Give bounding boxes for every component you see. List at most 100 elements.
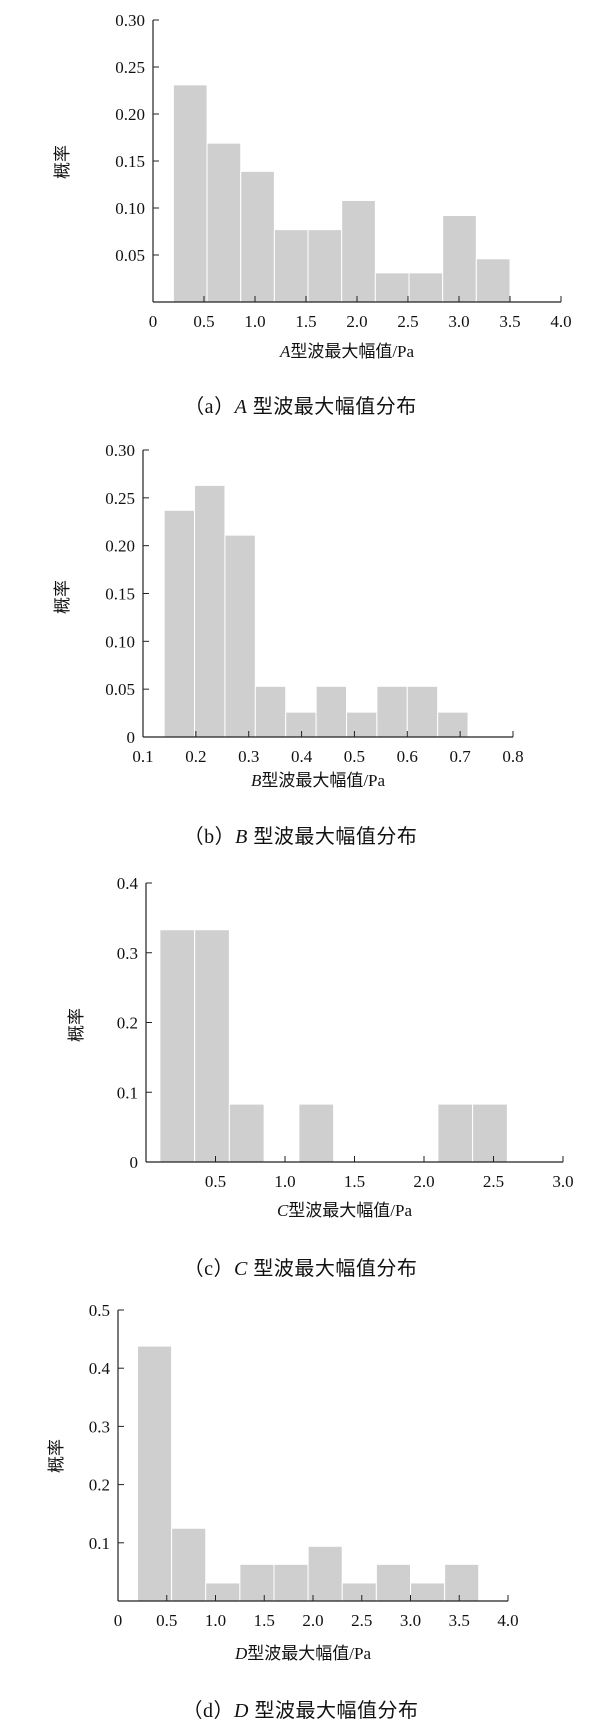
y-tick-label-b-4: 0.20 — [105, 537, 135, 556]
bar-a-8 — [442, 215, 477, 303]
x-axis-label-a: A型波最大幅值/Pa — [279, 342, 415, 361]
x-tick-label-a-5: 2.5 — [397, 312, 418, 331]
x-tick-label-b-7: 0.8 — [502, 747, 523, 766]
caption-b-suffix: 型波最大幅值分布 — [247, 826, 418, 848]
bar-b-5 — [315, 685, 348, 738]
x-tick-label-a-4: 2.0 — [346, 312, 367, 331]
bar-d-4 — [273, 1563, 309, 1602]
x-tick-label-d-5: 2.5 — [351, 1611, 372, 1630]
caption-d-suffix: 型波最大幅值分布 — [248, 1700, 419, 1722]
bar-d-6 — [341, 1582, 377, 1602]
bar-d-5 — [307, 1545, 343, 1602]
bar-a-3 — [273, 229, 309, 303]
y-axis-label-a: 概率 — [53, 145, 72, 179]
x-tick-label-c-5: 3.0 — [552, 1172, 573, 1191]
y-tick-label-b-6: 0.30 — [105, 441, 135, 460]
x-tick-label-d-2: 1.0 — [205, 1611, 226, 1630]
x-tick-label-c-1: 1.0 — [274, 1172, 295, 1191]
bar-d-8 — [410, 1582, 446, 1602]
y-tick-label-d-0: 0.1 — [89, 1534, 110, 1553]
bar-a-0 — [172, 84, 208, 303]
caption-c-prefix: （c） — [183, 1258, 235, 1280]
y-tick-label-b-0: 0 — [127, 728, 136, 747]
y-tick-label-c-3: 0.3 — [117, 944, 138, 963]
x-tick-label-c-4: 2.5 — [483, 1172, 504, 1191]
bar-b-9 — [437, 711, 469, 738]
chart-a-svg: 0 0.5 1.0 1.5 2.0 2.5 3.0 3.5 4.0 0.05 0.10 0.15 0.2… — [53, 11, 572, 361]
x-tick-label-a-2: 1.0 — [244, 312, 265, 331]
y-tick-label-b-5: 0.25 — [105, 489, 135, 508]
y-tick-label-d-4: 0.5 — [89, 1301, 110, 1320]
y-tick-label-d-1: 0.2 — [89, 1476, 110, 1495]
x-tick-label-a-0: 0 — [149, 312, 158, 331]
bar-c-4 — [298, 1103, 335, 1163]
x-tick-label-b-6: 0.7 — [450, 747, 472, 766]
y-tick-label-b-2: 0.10 — [105, 632, 135, 651]
bar-d-7 — [375, 1563, 411, 1602]
caption-b: （b）B 型波最大幅值分布 — [0, 820, 601, 849]
chart-panel-d: 0 0.5 1.0 1.5 2.0 2.5 3.0 3.5 4.0 0.1 0.2 0.3 0.4 0.5… — [0, 1290, 601, 1730]
caption-c-letter: C — [234, 1258, 248, 1280]
y-tick-label-c-0: 0 — [130, 1153, 139, 1172]
bar-b-1 — [194, 484, 226, 738]
x-tick-label-b-2: 0.3 — [238, 747, 259, 766]
bar-b-6 — [346, 711, 378, 738]
caption-d-prefix: （d） — [182, 1700, 235, 1722]
bar-c-1 — [194, 929, 230, 1163]
bar-c-0 — [159, 929, 196, 1163]
x-tick-label-d-4: 2.0 — [302, 1611, 323, 1630]
caption-c-suffix: 型波最大幅值分布 — [247, 1258, 418, 1280]
chart-c-svg: 0.5 1.0 1.5 2.0 2.5 3.0 0 0.1 0.2 0.3 0.4 C型波最大幅值/P… — [67, 874, 574, 1220]
y-tick-label-a-1: 0.10 — [115, 199, 145, 218]
y-tick-label-d-2: 0.3 — [89, 1417, 110, 1436]
x-tick-label-d-6: 3.0 — [400, 1611, 421, 1630]
y-tick-label-d-3: 0.4 — [89, 1359, 111, 1378]
y-tick-label-a-0: 0.05 — [115, 246, 145, 265]
caption-c: （c）C 型波最大幅值分布 — [0, 1252, 601, 1281]
x-tick-label-a-1: 0.5 — [193, 312, 214, 331]
bar-b-8 — [406, 685, 439, 738]
y-tick-label-c-2: 0.2 — [117, 1014, 138, 1033]
y-axis-label-d: 概率 — [47, 1439, 66, 1473]
caption-d: （d）D 型波最大幅值分布 — [0, 1694, 601, 1723]
bar-d-9 — [444, 1563, 480, 1602]
chart-panel-c: 0.5 1.0 1.5 2.0 2.5 3.0 0 0.1 0.2 0.3 0.4 C型波最大幅值/P… — [0, 860, 601, 1290]
bar-c-2 — [228, 1103, 265, 1163]
bar-b-7 — [376, 685, 408, 738]
bar-a-6 — [374, 272, 410, 303]
y-tick-label-a-2: 0.15 — [115, 152, 145, 171]
caption-d-letter: D — [234, 1700, 249, 1722]
y-tick-label-b-3: 0.15 — [105, 585, 135, 604]
x-tick-label-d-0: 0 — [114, 1611, 123, 1630]
y-tick-label-b-1: 0.05 — [105, 680, 135, 699]
bar-a-2 — [240, 170, 275, 303]
y-tick-label-a-4: 0.25 — [115, 58, 145, 77]
bar-a-9 — [475, 258, 511, 303]
caption-a-prefix: （a） — [184, 396, 235, 418]
x-tick-label-a-6: 3.0 — [448, 312, 469, 331]
y-tick-label-c-4: 0.4 — [117, 874, 139, 893]
x-tick-label-b-1: 0.2 — [185, 747, 206, 766]
chart-panel-b: 0.1 0.2 0.3 0.4 0.5 0.6 0.7 0.8 0 0.05 0.10 0.15 0.2… — [0, 430, 601, 860]
bar-d-2 — [205, 1582, 241, 1602]
chart-panel-a: 0 0.5 1.0 1.5 2.0 2.5 3.0 3.5 4.0 0.05 0.10 0.15 0.2… — [0, 0, 601, 430]
bar-d-1 — [171, 1527, 207, 1602]
x-tick-label-a-8: 4.0 — [550, 312, 571, 331]
y-tick-label-a-3: 0.20 — [115, 105, 145, 124]
chart-d-svg: 0 0.5 1.0 1.5 2.0 2.5 3.0 3.5 4.0 0.1 0.2 0.3 0.4 0.5… — [47, 1301, 519, 1663]
caption-b-letter: B — [235, 826, 248, 848]
bar-c-8 — [437, 1103, 474, 1163]
bar-a-1 — [206, 142, 242, 303]
x-tick-label-b-0: 0.1 — [132, 747, 153, 766]
x-tick-label-c-2: 1.5 — [344, 1172, 365, 1191]
x-tick-label-d-1: 0.5 — [156, 1611, 177, 1630]
y-tick-label-a-5: 0.30 — [115, 11, 145, 30]
bar-b-4 — [285, 711, 317, 738]
x-tick-label-b-4: 0.5 — [344, 747, 365, 766]
bar-a-5 — [341, 199, 376, 303]
x-tick-label-a-3: 1.5 — [295, 312, 316, 331]
x-axis-label-d: D型波最大幅值/Pa — [234, 1644, 371, 1663]
caption-b-prefix: （b） — [183, 826, 236, 848]
y-tick-label-c-1: 0.1 — [117, 1083, 138, 1102]
caption-a-letter: A — [234, 396, 248, 418]
